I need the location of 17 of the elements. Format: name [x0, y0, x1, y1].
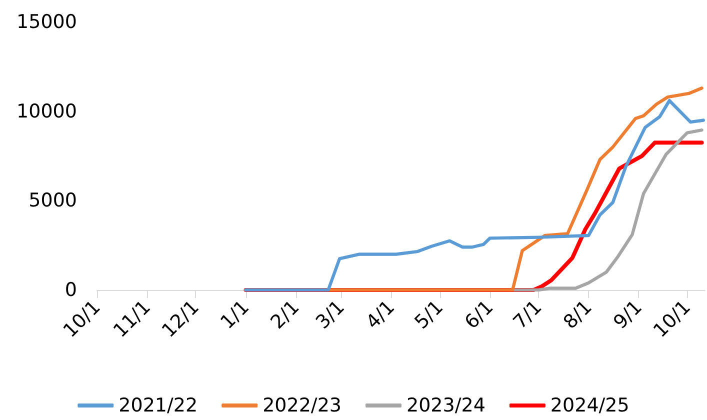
x-tick-label: 9/1 — [609, 296, 646, 334]
x-tick-label: 4/1 — [362, 296, 400, 334]
x-tick-label: 5/1 — [410, 296, 448, 334]
y-tick-label: 0 — [64, 279, 77, 301]
x-tick-label: 8/1 — [559, 296, 596, 334]
y-tick-label: 5000 — [28, 190, 77, 212]
legend-label: 2021/22 — [118, 394, 198, 416]
x-tick-label: 6/1 — [460, 296, 498, 334]
y-tick-label: 10000 — [16, 100, 77, 122]
y-tick-label: 15000 — [16, 11, 77, 33]
x-tick-label: 1/1 — [216, 296, 254, 334]
x-tick-label: 7/1 — [509, 296, 546, 334]
x-tick-label: 2/1 — [266, 296, 304, 334]
legend-label: 2024/25 — [550, 394, 630, 416]
legend-label: 2022/23 — [262, 394, 342, 416]
legend-label: 2023/24 — [406, 394, 486, 416]
x-tick-label: 3/1 — [312, 296, 349, 334]
